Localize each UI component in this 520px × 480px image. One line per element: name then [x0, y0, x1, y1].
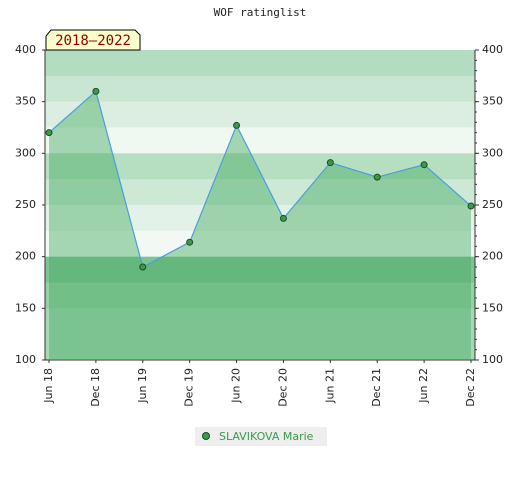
y2-tick-label: 250	[482, 198, 503, 211]
point	[373, 173, 381, 181]
x-tick-label: Dec 20	[276, 368, 289, 407]
point	[326, 159, 334, 167]
x-tick-label: Jun 22	[417, 368, 430, 404]
x-tick-label: Jun 19	[136, 368, 149, 404]
annotation-text: 2018–2022	[55, 33, 131, 49]
area	[49, 91, 471, 360]
y2-tick-label: 150	[482, 301, 503, 314]
background-band	[45, 75, 475, 103]
y2-tick-label: 300	[482, 146, 503, 159]
point	[92, 87, 100, 95]
background-band	[45, 205, 475, 232]
legend-marker	[202, 432, 210, 440]
background-band	[45, 127, 475, 154]
background-band	[45, 308, 475, 335]
y-tick-label: 250	[15, 198, 36, 211]
y-tick-label: 400	[15, 43, 36, 56]
line	[48, 90, 472, 268]
y-tick-label: 100	[15, 353, 36, 366]
background-band	[45, 179, 475, 206]
x-tick-label: Jun 18	[42, 368, 55, 404]
background-band	[45, 256, 475, 283]
x-tick-label: Dec 18	[89, 368, 102, 407]
legend-box	[195, 427, 327, 446]
point	[45, 129, 53, 137]
y-tick-label: 200	[15, 250, 36, 263]
point	[420, 161, 428, 169]
point	[186, 238, 194, 246]
point	[279, 214, 287, 222]
annotation: 2018–2022	[45, 29, 141, 51]
x-tick-label: Dec 22	[464, 368, 477, 407]
point	[233, 121, 241, 129]
y-tick-label: 350	[15, 95, 36, 108]
chart-title: WOF ratinglist	[214, 6, 307, 19]
y2-tick-label: 100	[482, 353, 503, 366]
x-tick-label: Jun 21	[323, 368, 336, 404]
background-band	[45, 50, 475, 77]
background-band	[45, 230, 475, 258]
x-tick-label: Jun 20	[230, 368, 243, 404]
point	[467, 202, 475, 210]
x-tick-label: Dec 21	[370, 368, 383, 407]
x-tick-label: Dec 19	[183, 368, 196, 407]
y2-tick-label: 200	[482, 250, 503, 263]
annotation-box	[45, 29, 141, 51]
point	[139, 263, 147, 271]
y-tick-label: 150	[15, 301, 36, 314]
background-band	[45, 282, 475, 309]
legend-label: SLAVIKOVA Marie	[219, 430, 314, 443]
background-band	[45, 334, 475, 361]
background-band	[45, 101, 475, 128]
y2-tick-label: 400	[482, 43, 503, 56]
y2-tick-label: 350	[482, 95, 503, 108]
y-tick-label: 300	[15, 146, 36, 159]
background-band	[45, 153, 475, 180]
